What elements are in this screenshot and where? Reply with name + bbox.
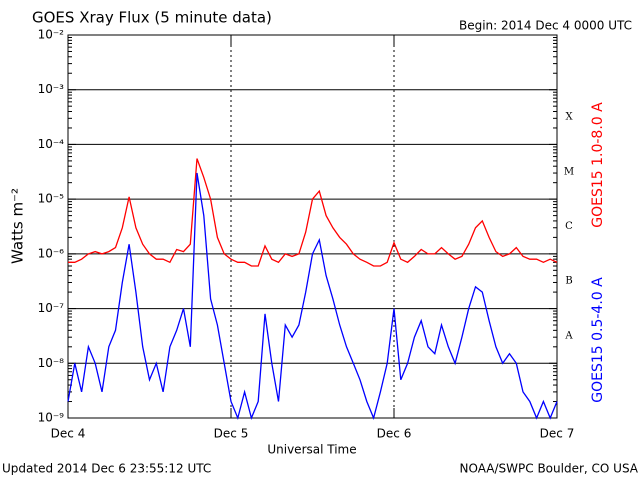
footer-left: Updated 2014 Dec 6 23:55:12 UTC (2, 462, 211, 476)
legend-entry: GOES15 0.5-4.0 A (590, 277, 606, 403)
x-axis-label: Universal Time (267, 443, 356, 457)
flare-class-label: M (564, 166, 574, 177)
flare-class-label: A (564, 330, 573, 341)
series-line (68, 158, 558, 267)
legend-entry: GOES15 1.0-8.0 A (590, 102, 606, 228)
flare-class-label: B (565, 276, 572, 287)
x-tick-label: Dec 6 (377, 427, 412, 441)
y-tick-label: 10⁻⁶ (38, 246, 65, 260)
flare-class-label: C (565, 221, 573, 232)
series-line (67, 172, 558, 421)
y-tick-label: 10⁻³ (38, 82, 65, 96)
y-tick-label: 10⁻⁹ (38, 411, 65, 425)
chart-title: GOES Xray Flux (5 minute data) (32, 9, 272, 27)
flare-class-label: X (565, 112, 573, 123)
plot-frame (67, 34, 558, 419)
footer-right: NOAA/SWPC Boulder, CO USA (460, 462, 639, 476)
y-tick-label: 10⁻² (38, 28, 65, 42)
x-tick-label: Dec 4 (51, 427, 86, 441)
y-tick-label: 10⁻⁵ (38, 192, 65, 206)
y-axis-label: Watts m⁻² (9, 188, 27, 264)
x-tick-label: Dec 7 (540, 427, 575, 441)
y-tick-label: 10⁻⁷ (38, 301, 65, 315)
chart-subtitle: Begin: 2014 Dec 4 0000 UTC (459, 19, 632, 33)
y-tick-label: 10⁻⁴ (38, 137, 65, 151)
x-tick-label: Dec 5 (214, 427, 249, 441)
y-tick-label: 10⁻⁸ (38, 356, 65, 370)
